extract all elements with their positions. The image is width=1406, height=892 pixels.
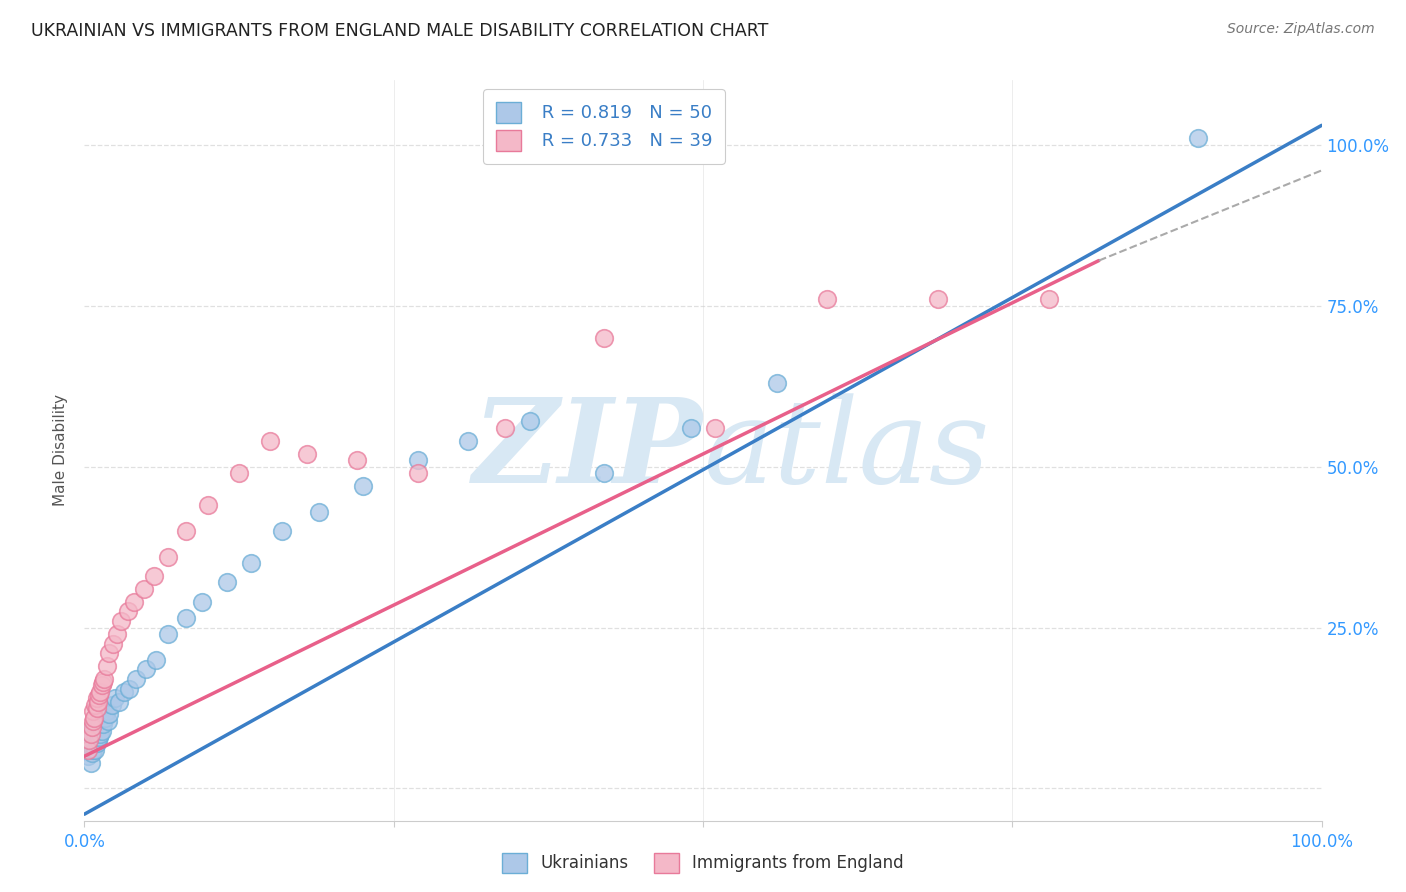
Point xyxy=(593,331,616,345)
Text: ZIP: ZIP xyxy=(472,393,703,508)
Point xyxy=(96,704,118,718)
Point xyxy=(93,672,115,686)
Point xyxy=(82,714,104,728)
Point xyxy=(82,704,104,718)
Point xyxy=(79,727,101,741)
Point xyxy=(174,611,197,625)
Point xyxy=(82,743,104,757)
Point xyxy=(157,627,180,641)
Text: atlas: atlas xyxy=(703,393,990,508)
Point xyxy=(519,415,541,429)
Point xyxy=(108,694,131,708)
Point xyxy=(98,707,121,722)
Point xyxy=(240,556,263,570)
Point xyxy=(91,717,114,731)
Point xyxy=(89,727,111,741)
Point xyxy=(79,733,101,747)
Point xyxy=(79,756,101,770)
Point xyxy=(87,694,110,708)
Point xyxy=(215,575,238,590)
Point xyxy=(86,691,108,706)
Point xyxy=(100,698,122,712)
Point xyxy=(86,701,108,715)
Point xyxy=(82,730,104,744)
Point xyxy=(815,292,838,306)
Point xyxy=(927,292,949,306)
Point xyxy=(89,730,111,744)
Point xyxy=(174,524,197,538)
Point xyxy=(132,582,155,596)
Point xyxy=(80,723,103,738)
Point xyxy=(89,714,111,728)
Point xyxy=(89,685,111,699)
Point xyxy=(93,707,115,722)
Point xyxy=(101,637,124,651)
Point xyxy=(80,720,103,734)
Legend: Ukrainians, Immigrants from England: Ukrainians, Immigrants from England xyxy=(496,847,910,880)
Point xyxy=(83,711,105,725)
Point xyxy=(80,746,103,760)
Point xyxy=(125,672,148,686)
Point xyxy=(79,739,101,754)
Point xyxy=(346,453,368,467)
Point xyxy=(295,447,318,461)
Point xyxy=(766,376,789,390)
Point xyxy=(79,733,101,747)
Point xyxy=(271,524,294,538)
Point xyxy=(679,421,702,435)
Point xyxy=(87,720,110,734)
Point xyxy=(1038,292,1060,306)
Point xyxy=(494,421,516,435)
Point xyxy=(83,720,105,734)
Point xyxy=(84,743,107,757)
Point xyxy=(77,743,100,757)
Point xyxy=(145,653,167,667)
Point xyxy=(87,733,110,747)
Point xyxy=(408,453,430,467)
Point xyxy=(91,675,114,690)
Point xyxy=(457,434,479,448)
Point xyxy=(228,466,250,480)
Point xyxy=(110,614,132,628)
Point xyxy=(1187,131,1209,145)
Point xyxy=(90,723,112,738)
Point xyxy=(77,749,100,764)
Point xyxy=(104,691,127,706)
Point xyxy=(352,479,374,493)
Legend:  R = 0.819   N = 50,  R = 0.733   N = 39: R = 0.819 N = 50, R = 0.733 N = 39 xyxy=(484,89,724,163)
Point xyxy=(98,646,121,660)
Point xyxy=(105,627,128,641)
Point xyxy=(197,498,219,512)
Point xyxy=(90,678,112,692)
Point xyxy=(97,714,120,728)
Point xyxy=(408,466,430,480)
Text: Source: ZipAtlas.com: Source: ZipAtlas.com xyxy=(1227,22,1375,37)
Point xyxy=(84,698,107,712)
Point xyxy=(157,549,180,564)
Point xyxy=(89,711,111,725)
Point xyxy=(86,717,108,731)
Point xyxy=(112,685,135,699)
Point xyxy=(135,662,157,676)
Point xyxy=(593,466,616,480)
Text: UKRAINIAN VS IMMIGRANTS FROM ENGLAND MALE DISABILITY CORRELATION CHART: UKRAINIAN VS IMMIGRANTS FROM ENGLAND MAL… xyxy=(31,22,768,40)
Point xyxy=(704,421,727,435)
Point xyxy=(191,595,214,609)
Point xyxy=(83,736,105,750)
Point xyxy=(86,736,108,750)
Point xyxy=(308,505,330,519)
Point xyxy=(259,434,281,448)
Point xyxy=(96,659,118,673)
Point xyxy=(118,681,141,696)
Point xyxy=(94,711,117,725)
Point xyxy=(142,569,165,583)
Point xyxy=(84,727,107,741)
Point xyxy=(122,595,145,609)
Point xyxy=(89,688,111,702)
Point xyxy=(117,604,139,618)
Y-axis label: Male Disability: Male Disability xyxy=(53,394,69,507)
